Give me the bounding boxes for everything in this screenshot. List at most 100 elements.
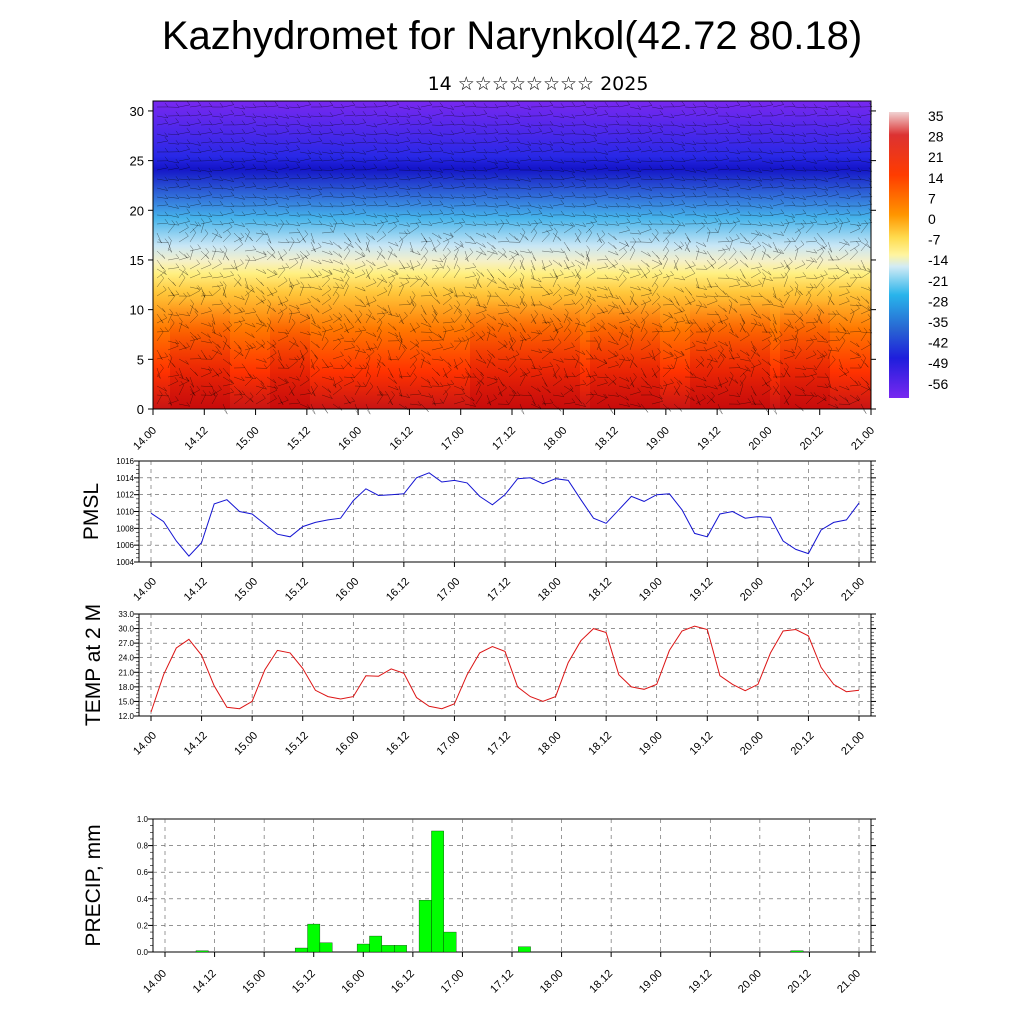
wind-barb-feather [513, 365, 518, 370]
wind-barb [354, 348, 360, 360]
wind-barb-feather [670, 220, 675, 225]
wind-barb [563, 385, 574, 393]
wind-barb-feather [481, 330, 486, 335]
wind-barb-feather [824, 270, 828, 275]
wind-barb-feather [208, 182, 213, 187]
wind-barb-feather [369, 382, 374, 387]
wind-barb [849, 376, 859, 385]
wind-barb [673, 286, 684, 293]
wind-barb-feather [505, 285, 509, 291]
wind-barb [442, 151, 454, 155]
wind-barb-feather [230, 202, 235, 207]
wind-barb-feather [329, 227, 334, 233]
wind-barb [420, 357, 425, 369]
wind-barb [585, 295, 596, 302]
wind-barb-feather [461, 336, 466, 342]
wind-barb-feather [291, 318, 296, 324]
wind-barb-feather [311, 239, 315, 244]
wind-barb [354, 286, 366, 292]
wind-barb-feather [455, 245, 459, 251]
wind-barb-feather [194, 221, 199, 226]
wind-barb-feather [794, 335, 799, 340]
wind-barb [200, 194, 212, 198]
wind-barb [376, 339, 382, 351]
wind-barb-feather [593, 326, 598, 331]
wind-barb [409, 304, 417, 315]
wind-barb-feather [296, 201, 301, 207]
wind-barb-feather [857, 102, 862, 108]
wind-barb-feather [789, 285, 794, 290]
wind-barb-feather [626, 195, 630, 200]
wind-barb [420, 385, 432, 388]
wind-barb-feather [791, 213, 795, 218]
wind-barb [156, 204, 168, 207]
wind-barb-feather [773, 338, 778, 343]
wind-barb-feather [218, 350, 223, 355]
wind-barb-feather [164, 136, 169, 142]
wind-barb [607, 277, 619, 281]
wind-barb [827, 385, 838, 392]
wind-barb [486, 232, 497, 240]
wind-barb-feather [218, 259, 222, 264]
wind-barb [497, 385, 503, 397]
wind-barb-feather [547, 388, 551, 394]
wind-barb-feather [435, 264, 439, 270]
wind-barb-feather [450, 184, 455, 189]
wind-barb-feather [443, 254, 447, 259]
wind-barb [574, 104, 586, 108]
wind-barb-feather [626, 203, 631, 208]
wind-barb-feather [626, 384, 630, 389]
wind-barb-feather [410, 266, 414, 271]
wind-barb [420, 304, 427, 315]
wind-barb-feather [862, 265, 866, 271]
wind-barb-feather [252, 245, 257, 250]
wind-barb-feather [208, 120, 213, 125]
wind-barb-feather [450, 139, 455, 144]
wind-barb [794, 313, 804, 322]
wind-barb-feather [469, 248, 474, 253]
wind-barb [585, 124, 597, 128]
wind-barb [563, 402, 575, 405]
wind-barb-feather [461, 389, 466, 394]
wind-barb-feather [197, 221, 201, 227]
wind-barb [541, 385, 551, 394]
wind-barb-feather [560, 123, 564, 128]
wind-barb-feather [472, 121, 477, 126]
wind-barb-feather [417, 250, 421, 256]
wind-barb-feather [571, 299, 576, 304]
wind-barb [717, 106, 729, 109]
wind-barb [530, 169, 542, 172]
wind-barb-feather [252, 113, 257, 118]
wind-barb [673, 295, 680, 306]
wind-barb [772, 232, 784, 236]
wind-barb [486, 115, 498, 119]
wind-barb [332, 142, 344, 146]
wind-barb-feather [208, 110, 213, 115]
precip-panel: 14.00 14.12 15.00 15.12 16.00 16.12 17.00 17.12… [82, 815, 876, 996]
wind-barb [508, 160, 520, 164]
wind-barb [585, 225, 594, 234]
wind-barb [794, 315, 803, 324]
wind-barb [585, 232, 592, 243]
wind-barb [662, 382, 674, 387]
wind-barb [750, 266, 762, 270]
wind-barb-feather [454, 254, 458, 259]
wind-barb-feather [290, 391, 295, 396]
wind-barb-feather [241, 222, 245, 227]
precip-bar [381, 945, 395, 953]
wind-barb [640, 293, 652, 297]
wind-barb-feather [295, 342, 299, 347]
wind-barb [728, 151, 740, 154]
wind-barb-feather [714, 282, 719, 287]
wind-barb [211, 115, 223, 118]
x-tick-label: 21.00 [839, 730, 867, 758]
wind-barb-feather [867, 267, 871, 273]
wind-barb [354, 367, 366, 369]
wind-barb-feather [306, 250, 310, 255]
wind-barb [387, 278, 395, 288]
wind-barb [541, 339, 553, 342]
wind-barb [629, 339, 634, 351]
wind-barb-feather [642, 299, 646, 305]
wind-barb [552, 287, 561, 297]
wind-barb-feather [813, 236, 818, 242]
